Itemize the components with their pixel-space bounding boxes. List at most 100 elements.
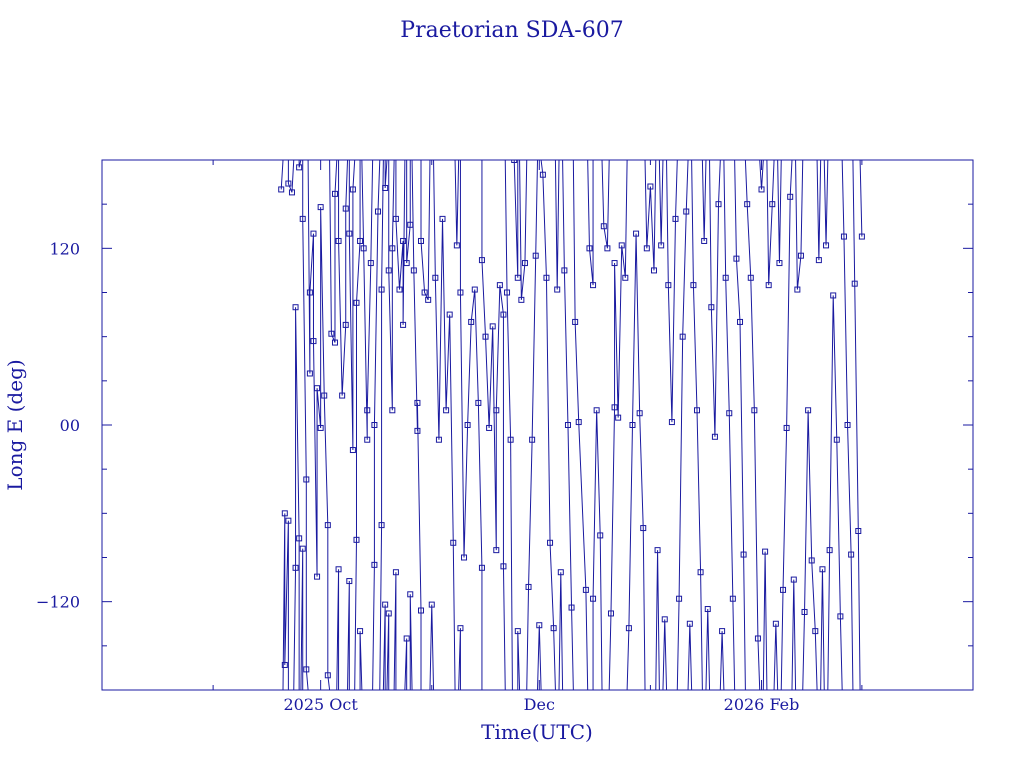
data-point: [514, 628, 521, 635]
data-point: [314, 385, 321, 392]
plot-area: 2025 Oct Dec 2026 Feb −120 00 120: [36, 159, 974, 714]
data-point: [346, 578, 353, 585]
data-point: [848, 551, 855, 558]
data-point: [478, 564, 485, 571]
data-point: [303, 666, 310, 673]
data-point: [360, 245, 367, 252]
data-point: [554, 286, 561, 293]
data-point: [744, 201, 751, 208]
data-point: [378, 286, 385, 293]
data-point: [780, 586, 787, 593]
data-point: [403, 635, 410, 642]
data-point: [812, 628, 819, 635]
data-point: [765, 282, 772, 289]
data-point: [446, 311, 453, 318]
data-point: [568, 604, 575, 611]
data-point: [414, 399, 421, 406]
data-point: [493, 407, 500, 414]
y-axis-label: Long E (deg): [3, 359, 27, 490]
y-tick-label: −120: [36, 593, 80, 612]
data-point: [805, 407, 812, 414]
data-point: [858, 233, 865, 240]
data-point: [758, 186, 765, 193]
data-point: [697, 569, 704, 576]
data-point: [694, 407, 701, 414]
data-point: [314, 573, 321, 580]
data-point: [378, 522, 385, 529]
data-point: [382, 184, 389, 191]
data-point: [335, 566, 342, 573]
data-point: [615, 414, 622, 421]
chart-title: Praetorian SDA-607: [400, 18, 623, 43]
data-point: [353, 299, 360, 306]
data-point: [539, 171, 546, 178]
data-point: [762, 548, 769, 555]
series-line: [280, 160, 863, 690]
data-point: [611, 404, 618, 411]
data-point: [281, 510, 288, 517]
data-point: [331, 339, 338, 346]
data-point: [672, 215, 679, 222]
data-point: [783, 424, 790, 431]
data-point: [572, 318, 579, 325]
data-point: [349, 186, 356, 193]
data-point: [292, 564, 299, 571]
data-point: [489, 323, 496, 330]
data-point: [751, 407, 758, 414]
data-point: [432, 274, 439, 281]
data-point: [418, 237, 425, 244]
data-point: [647, 183, 654, 190]
data-point: [457, 625, 464, 632]
data-point: [342, 321, 349, 328]
data-point: [840, 233, 847, 240]
data-point: [421, 289, 428, 296]
data-point: [586, 245, 593, 252]
data-point: [310, 338, 317, 345]
data-point: [357, 628, 364, 635]
data-point: [794, 286, 801, 293]
series-points: [278, 160, 865, 679]
data-point: [640, 525, 647, 532]
data-point: [830, 292, 837, 299]
data-point: [278, 186, 285, 193]
data-point: [504, 289, 511, 296]
data-point: [389, 407, 396, 414]
data-point: [550, 625, 557, 632]
data-point: [564, 422, 571, 428]
data-point: [769, 201, 776, 208]
data-point: [658, 242, 665, 249]
data-point: [719, 628, 726, 635]
data-point: [471, 286, 478, 293]
series-path: [280, 160, 863, 690]
data-point: [729, 595, 736, 602]
data-point: [288, 189, 295, 196]
data-point: [826, 547, 833, 554]
data-point: [428, 601, 435, 608]
data-point: [339, 392, 346, 399]
data-point: [529, 436, 536, 443]
data-point: [597, 532, 604, 539]
data-point: [414, 427, 421, 434]
data-point: [683, 208, 690, 215]
data-point: [823, 242, 830, 249]
y-tick-label: 120: [49, 239, 80, 258]
data-point: [296, 164, 303, 171]
data-point: [561, 267, 568, 274]
data-point: [500, 311, 507, 318]
data-point: [532, 252, 539, 259]
data-point: [844, 422, 851, 428]
y-axis: −120 00 120: [36, 159, 973, 691]
data-point: [636, 410, 643, 417]
data-point: [815, 257, 822, 264]
data-point: [819, 566, 826, 573]
data-point: [715, 201, 722, 208]
data-point: [335, 237, 342, 244]
data-point: [478, 257, 485, 264]
data-point: [654, 547, 661, 554]
data-point: [374, 208, 381, 215]
data-point: [625, 625, 632, 632]
data-point: [450, 539, 457, 546]
data-point: [593, 407, 600, 414]
data-point: [328, 330, 335, 337]
